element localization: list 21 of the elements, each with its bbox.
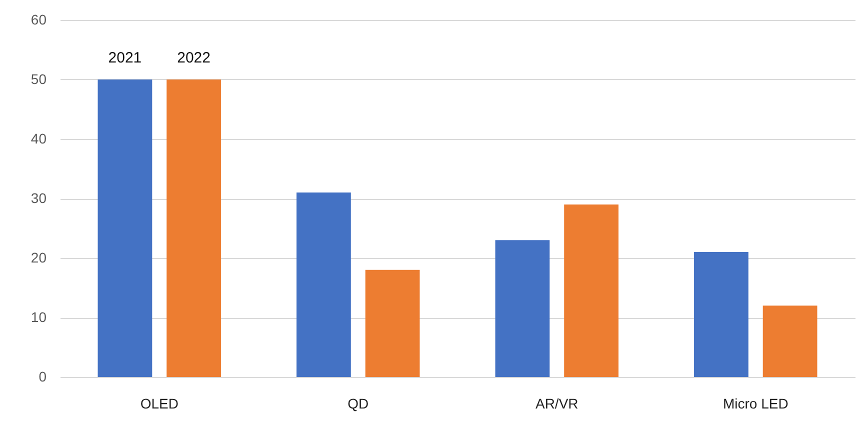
y-tick-label: 40 — [30, 130, 47, 146]
y-tick-label: 20 — [30, 250, 47, 266]
bar — [296, 192, 351, 377]
bar — [166, 80, 221, 377]
y-tick-label: 0 — [38, 368, 47, 384]
series-label: 2022 — [177, 50, 210, 66]
y-tick-label: 60 — [30, 12, 47, 28]
x-tick-label: OLED — [140, 396, 178, 412]
bar — [365, 270, 420, 377]
x-tick-label: QD — [348, 396, 369, 412]
series-label: 2021 — [108, 50, 142, 66]
y-tick-label: 10 — [30, 309, 47, 325]
bar — [495, 240, 550, 377]
bar — [98, 80, 152, 377]
y-tick-label: 50 — [30, 71, 47, 87]
bar — [564, 204, 618, 377]
x-tick-label: Micro LED — [722, 396, 788, 412]
bar — [694, 252, 748, 377]
y-tick-label: 30 — [30, 190, 47, 206]
x-tick-label: AR/VR — [535, 396, 578, 412]
bar — [762, 306, 818, 377]
